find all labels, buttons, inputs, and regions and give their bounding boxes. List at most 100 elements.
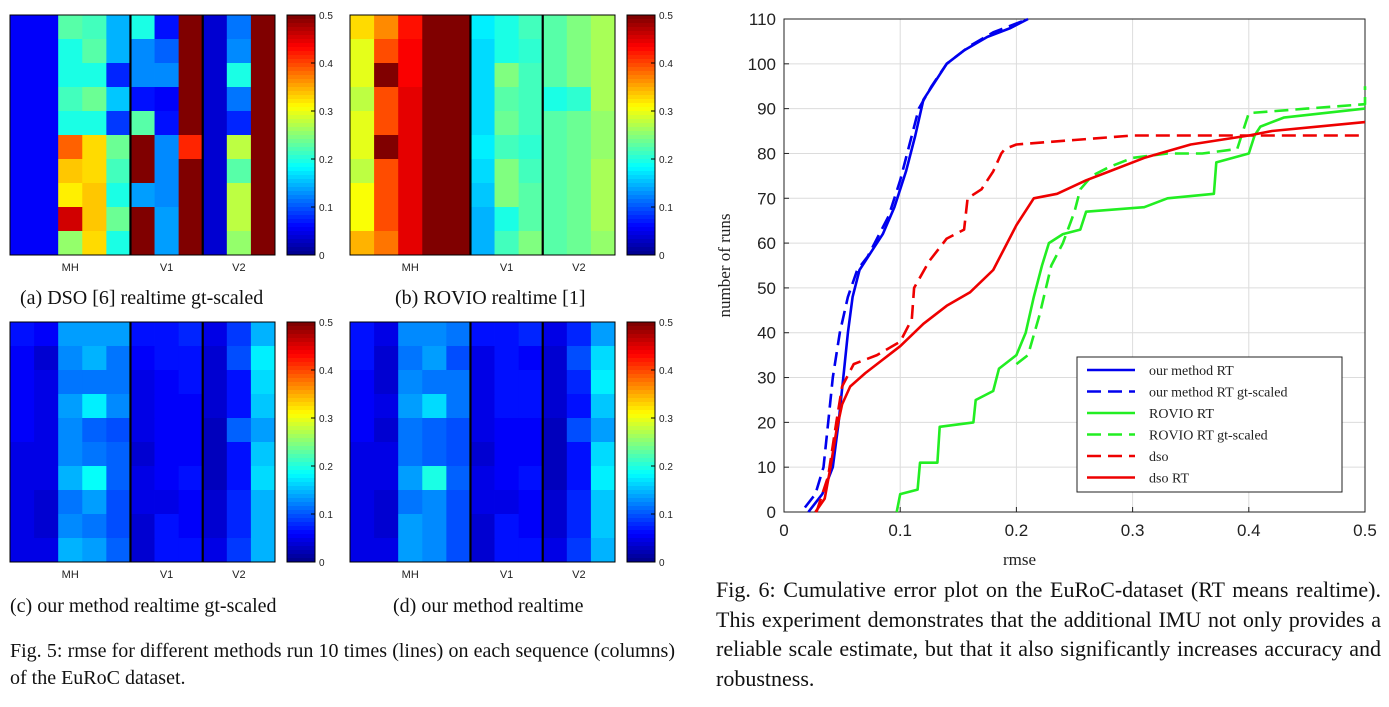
heatmap-cell-r0-c0	[10, 322, 35, 347]
heatmap-cell-r2-c5	[470, 63, 495, 88]
heatmap-cell-r6-c8	[202, 159, 228, 184]
colorbar-segment	[287, 231, 315, 236]
legend-entry: our method RT	[1149, 364, 1234, 379]
heatmap-cell-r0-c2	[398, 15, 423, 40]
heatmap-cell-r6-c6	[494, 466, 520, 491]
heatmap-cell-r9-c7	[518, 231, 544, 256]
heatmap-cell-r6-c5	[130, 466, 155, 491]
heatmap-cell-r2-c9	[566, 63, 592, 88]
colorbar-segment	[287, 510, 315, 515]
colorbar-segment	[627, 346, 655, 351]
colorbar-segment	[627, 55, 655, 60]
heatmap-cell-r4-c1	[34, 111, 59, 136]
colorbar-segment	[287, 478, 315, 483]
colorbar-tick-label: 0.2	[659, 462, 673, 473]
heatmap-cell-r5-c7	[518, 442, 544, 467]
heatmap-cell-r9-c0	[10, 538, 35, 563]
colorbar-segment	[287, 334, 315, 339]
colorbar-segment	[627, 410, 655, 415]
colorbar-segment	[627, 227, 655, 232]
heatmap-cell-r8-c4	[106, 207, 131, 232]
heatmap-cell-r6-c7	[518, 159, 544, 184]
heatmap-cell-r2-c4	[106, 63, 131, 88]
heatmap-cell-r0-c1	[34, 15, 59, 40]
colorbar-segment	[627, 247, 655, 252]
x-tick-label: 0.2	[1005, 521, 1029, 540]
heatmap-cell-r8-c3	[422, 514, 447, 539]
heatmap-cell-r6-c1	[374, 159, 399, 184]
colorbar-segment	[287, 47, 315, 52]
heatmap-cell-r5-c6	[494, 135, 520, 160]
heatmap-cell-r1-c7	[518, 39, 544, 64]
heatmap-cell-r4-c4	[106, 418, 131, 443]
colorbar-segment	[287, 223, 315, 228]
colorbar-segment	[627, 31, 655, 36]
heatmap-cell-r1-c7	[178, 346, 204, 371]
heatmap-cell-r6-c6	[494, 159, 520, 184]
heatmap-cell-r2-c2	[58, 370, 83, 395]
heatmap-cell-r6-c0	[350, 466, 375, 491]
colorbar-segment	[627, 231, 655, 236]
heatmap-cell-r9-c4	[106, 231, 131, 256]
colorbar-segment	[287, 362, 315, 367]
heatmap-cell-r8-c1	[374, 207, 399, 232]
colorbar-segment	[287, 558, 315, 563]
colorbar-segment	[627, 195, 655, 200]
colorbar-segment	[287, 462, 315, 467]
heatmap-cell-r7-c4	[446, 490, 471, 515]
colorbar-segment	[287, 358, 315, 363]
heatmap-cell-r8-c3	[422, 207, 447, 232]
heatmap-cell-r8-c9	[226, 207, 252, 232]
colorbar-segment	[627, 51, 655, 56]
column-group-label-v1: V1	[160, 569, 173, 581]
heatmap-cell-r5-c2	[398, 135, 423, 160]
colorbar-segment	[627, 362, 655, 367]
heatmap-cell-r5-c7	[178, 442, 204, 467]
heatmap-cell-r6-c3	[82, 159, 107, 184]
heatmap-cell-r6-c2	[58, 159, 83, 184]
colorbar-segment	[627, 510, 655, 515]
colorbar-segment	[627, 378, 655, 383]
colorbar-segment	[627, 482, 655, 487]
heatmap-cell-r8-c1	[374, 514, 399, 539]
heatmap-cell-r1-c4	[446, 346, 471, 371]
heatmap-cell-r3-c0	[350, 87, 375, 112]
heatmap-cell-r9-c8	[542, 231, 568, 256]
heatmap-cell-r0-c8	[202, 322, 228, 347]
colorbar-segment	[627, 211, 655, 216]
colorbar-tick-label: 0.4	[319, 59, 333, 70]
colorbar-segment	[287, 442, 315, 447]
heatmap-cell-r8-c8	[542, 514, 568, 539]
heatmap-cell-r5-c2	[398, 442, 423, 467]
colorbar-segment	[287, 374, 315, 379]
heatmap-cell-r4-c4	[106, 111, 131, 136]
heatmap-cell-r5-c10	[590, 135, 616, 160]
heatmap-cell-r8-c3	[82, 207, 107, 232]
colorbar-segment	[627, 131, 655, 136]
colorbar-segment	[287, 127, 315, 132]
colorbar-segment	[287, 454, 315, 459]
colorbar-tick-label: 0.1	[659, 510, 673, 521]
colorbar-segment	[287, 430, 315, 435]
heatmap-cell-r4-c1	[34, 418, 59, 443]
heatmap-cell-r1-c4	[106, 346, 131, 371]
heatmap-cell-r7-c0	[350, 490, 375, 515]
heatmap-cell-r8-c5	[470, 514, 495, 539]
series-line-rovio-rt-gt-scaled	[1015, 86, 1367, 366]
heatmap-cell-r7-c6	[154, 490, 180, 515]
heatmap-cell-r6-c5	[470, 466, 495, 491]
heatmap-cell-r4-c7	[178, 111, 204, 136]
heatmap-cell-r6-c6	[154, 159, 180, 184]
heatmap-cell-r7-c0	[350, 183, 375, 208]
heatmap-cell-r1-c5	[470, 39, 495, 64]
colorbar-segment	[287, 235, 315, 240]
heatmap-cell-r4-c7	[518, 111, 544, 136]
colorbar-tick-label: 0.4	[659, 59, 673, 70]
heatmap-cell-r7-c10	[250, 490, 276, 515]
colorbar-segment	[287, 115, 315, 120]
heatmap-cell-r7-c3	[82, 490, 107, 515]
heatmap-cell-r8-c0	[10, 514, 35, 539]
heatmap-cell-r5-c0	[10, 135, 35, 160]
y-tick-label: 60	[757, 234, 776, 253]
colorbar-segment	[287, 346, 315, 351]
